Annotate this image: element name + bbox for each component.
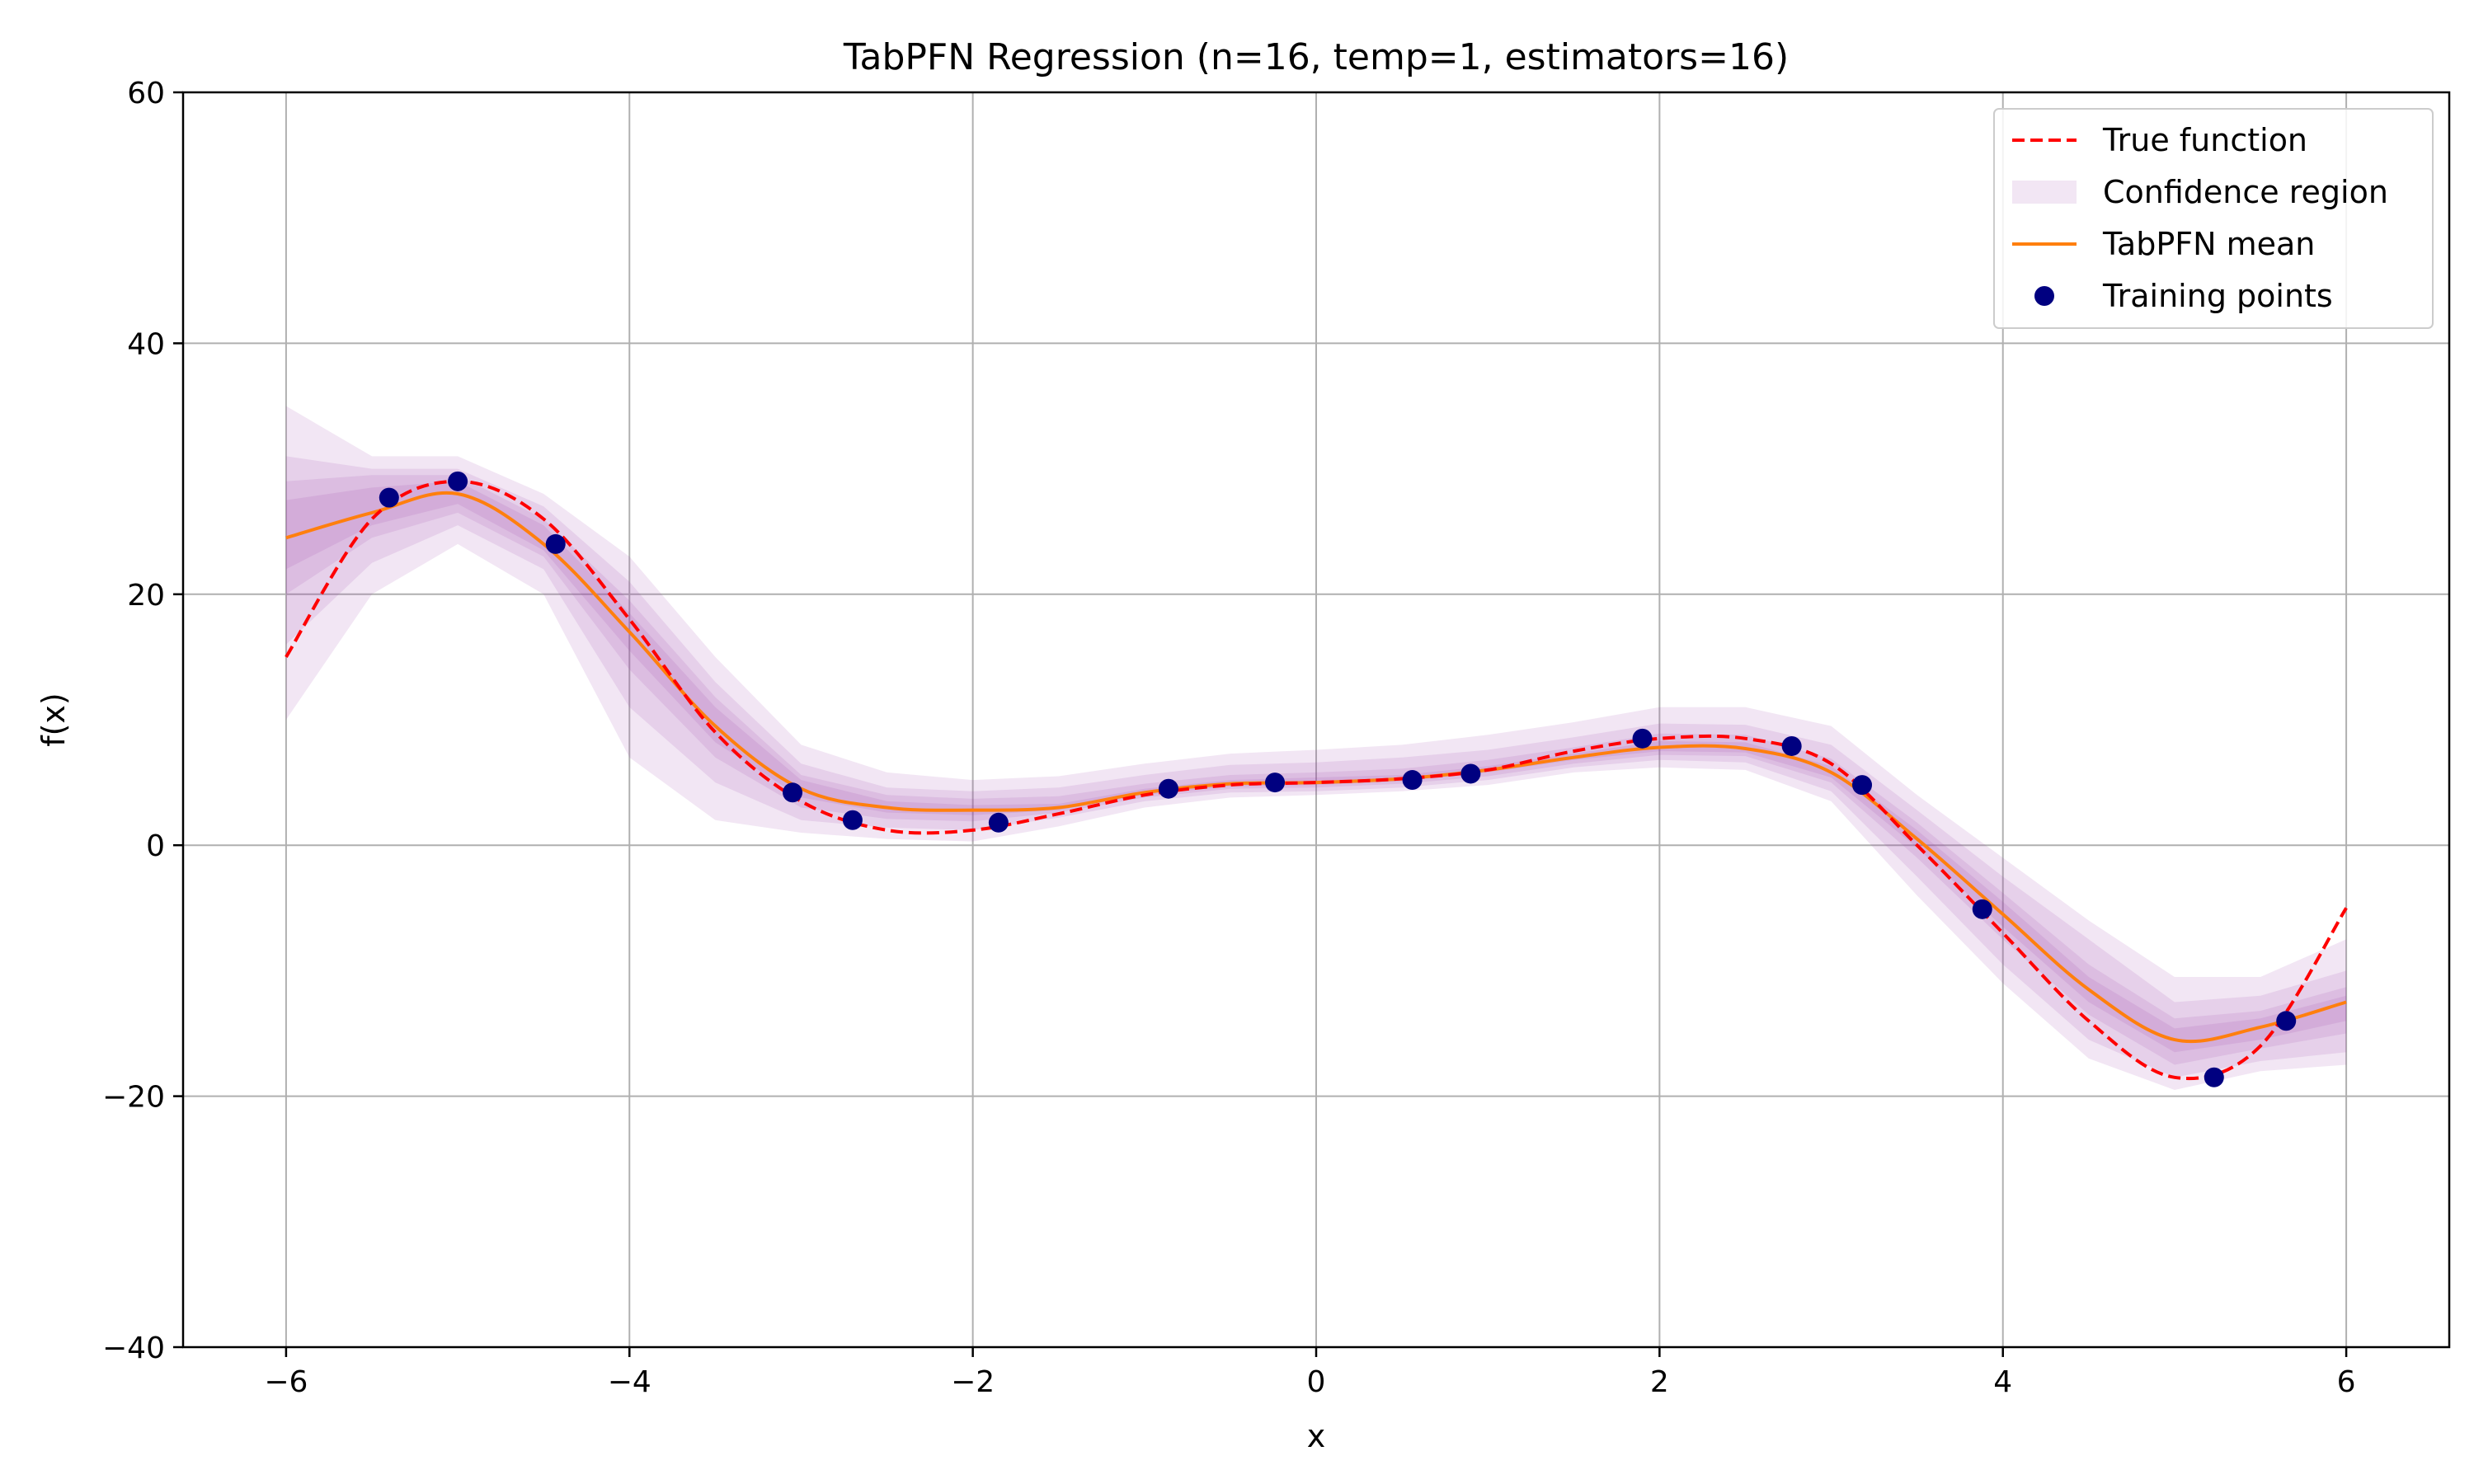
x-tick-label-2: −2	[951, 1365, 995, 1399]
training-point-10	[1632, 728, 1653, 749]
confidence-band-1	[285, 456, 2347, 1078]
series-tabpfn-mean	[285, 491, 2347, 1044]
legend-label-2: TabPFN mean	[2102, 226, 2315, 262]
training-point-7	[1265, 773, 1286, 793]
legend-label-0: True function	[2102, 122, 2307, 158]
y-tick-label-2: 0	[146, 829, 165, 863]
confidence-bands	[285, 406, 2347, 1090]
x-tick-label-1: −4	[608, 1365, 651, 1399]
y-tick-label-3: 20	[127, 579, 165, 613]
x-tick-label-5: 4	[1993, 1365, 2012, 1399]
y-tick-label-4: 40	[127, 327, 165, 361]
legend-label-3: Training points	[2102, 278, 2333, 314]
legend-label-1: Confidence region	[2103, 174, 2388, 210]
chart-title: TabPFN Regression (n=16, temp=1, estimat…	[843, 36, 1789, 78]
x-tick-label-3: 0	[1307, 1365, 1326, 1399]
training-point-1	[448, 471, 468, 491]
training-points	[379, 471, 2297, 1087]
series-true-function	[285, 479, 2348, 1081]
training-point-4	[842, 810, 863, 830]
training-point-12	[1852, 775, 1873, 796]
training-point-14	[2204, 1067, 2224, 1087]
training-point-5	[988, 812, 1009, 833]
x-tick-label-4: 2	[1650, 1365, 1669, 1399]
x-axis-label: x	[1307, 1418, 1326, 1454]
legend-box	[1993, 108, 2434, 329]
y-axis-label: f(x)	[35, 693, 72, 747]
training-point-9	[1460, 763, 1481, 784]
training-point-8	[1402, 770, 1423, 791]
y-tick-label-0: −40	[102, 1331, 165, 1365]
x-tick-label-0: −6	[264, 1365, 308, 1399]
training-point-15	[2276, 1011, 2297, 1031]
confidence-band-0	[285, 406, 2347, 1090]
confidence-band-2	[285, 475, 2347, 1065]
legend-swatch-confidence-region	[2012, 181, 2077, 204]
training-point-13	[1972, 899, 1992, 919]
training-point-2	[545, 533, 566, 554]
legend: True function Confidence region TabPFN mea…	[1993, 108, 2434, 329]
y-tick-label-1: −20	[102, 1081, 165, 1115]
x-tick-label-6: 6	[2337, 1365, 2356, 1399]
series-lines	[285, 479, 2348, 1081]
legend-swatch-training-points	[2034, 286, 2054, 306]
y-tick-label-5: 60	[127, 77, 165, 110]
training-point-6	[1158, 778, 1178, 799]
training-point-11	[1781, 735, 1802, 756]
training-point-0	[379, 487, 399, 508]
training-point-3	[783, 782, 803, 803]
